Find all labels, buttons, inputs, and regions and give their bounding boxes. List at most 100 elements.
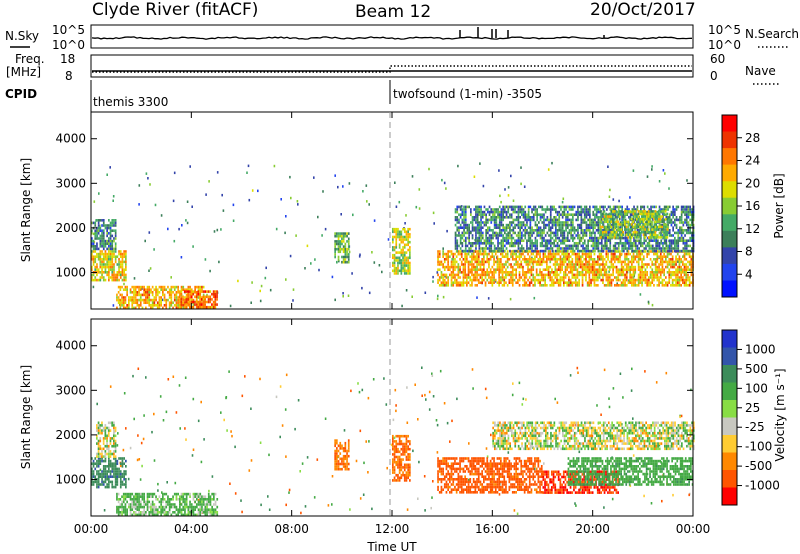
echo-cell [106,271,108,274]
echo-cell [498,284,500,287]
echo-cell [522,284,524,287]
echo-cell [492,234,494,237]
echo-cell [629,244,632,248]
echo-cell [534,205,537,209]
echo-cell [109,234,112,238]
echo-cell [145,301,147,304]
echo-cell [471,281,473,284]
echo-cell [520,252,523,256]
echo-cell [466,255,468,258]
echo-cell [180,305,183,309]
echo-cell [168,296,171,299]
echo-cell [403,272,406,275]
echo-cell [121,304,123,307]
echo-cell [603,230,606,234]
echo-cell [689,205,691,209]
echo-cell [683,263,686,266]
echo-cell [108,252,110,256]
echo-cell [480,229,482,232]
echo-cell [155,293,157,297]
echo-cell [519,205,521,209]
echo-cell [395,230,398,234]
echo-cell [199,298,201,301]
echo-cell [624,268,626,271]
echo-cell [459,234,462,237]
echo-cell [634,268,637,271]
echo-cell [543,231,545,235]
echo-cell [403,261,406,265]
echo-cell [509,249,511,253]
echo-cell [653,284,655,287]
echo-cell [121,258,124,261]
echo-cell [398,243,401,247]
scatter-cell [192,448,195,451]
echo-cell [640,208,642,211]
echo-cell [347,253,350,256]
echo-cell [492,231,494,235]
echo-cell [600,225,602,229]
echo-cell [647,230,650,234]
echo-cell [131,298,134,302]
echo-cell [168,304,171,307]
echo-cell [556,244,559,248]
echo-cell [663,205,666,209]
echo-cell [139,301,142,304]
echo-cell [173,293,176,297]
scatter-cell [185,219,187,222]
echo-cell [575,244,578,248]
echo-cell [629,236,631,239]
echo-cell [133,296,135,299]
echo-cell [527,226,530,229]
echo-cell [173,304,176,307]
echo-cell [475,226,477,229]
echo-cell [679,249,681,253]
echo-cell [668,218,671,222]
echo-cell [664,236,667,239]
echo-cell [513,258,516,261]
echo-cell [403,246,406,249]
echo-cell [172,301,174,304]
echo-cell [663,252,665,256]
echo-cell [458,221,460,224]
echo-cell [659,233,662,237]
echo-cell [544,278,546,282]
echo-cell [189,285,191,289]
echo-cell [517,208,520,211]
echo-cell [160,304,162,307]
echo-cell [632,255,635,258]
echo-cell [400,240,403,244]
echo-cell [393,259,396,262]
echo-cell [109,252,112,256]
echo-cell [591,260,594,264]
echo-cell [676,252,679,256]
echo-cell [549,284,552,287]
echo-cell [607,205,610,209]
echo-cell [617,268,620,271]
echo-cell [503,255,506,258]
echo-cell [146,288,149,291]
echo-cell [519,249,521,253]
echo-cell [537,263,540,266]
echo-cell [600,212,602,216]
echo-cell [648,208,651,211]
scatter-cell [116,444,119,447]
echo-cell [111,247,114,251]
echo-cell [457,273,460,277]
echo-cell [683,278,686,282]
echo-cell [490,244,493,248]
echo-cell [146,291,149,294]
echo-cell [642,230,645,234]
echo-cell [458,226,460,229]
echo-cell [483,273,485,277]
echo-cell [645,239,647,242]
scatter-cell [185,438,187,441]
echo-cell [522,213,525,216]
echo-cell [111,278,114,282]
echo-cell [620,252,623,256]
echo-cell [131,285,134,289]
echo-cell [477,268,480,271]
nsky-panel: N.Sky 10^5 10^0 10^5 10^0 N.Search [5,23,799,52]
echo-cell [654,220,657,224]
echo-cell [134,296,137,299]
echo-cell [620,223,623,226]
